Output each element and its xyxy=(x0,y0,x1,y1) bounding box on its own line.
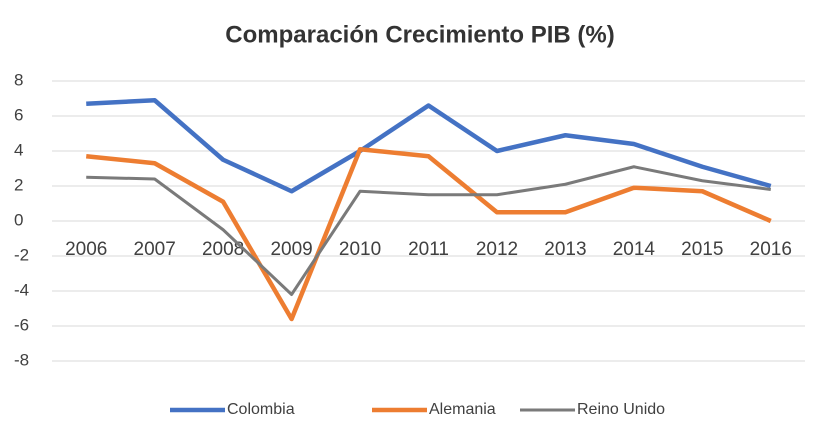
x-tick-label: 2016 xyxy=(750,239,792,260)
series-line xyxy=(86,98,772,194)
x-tick-label: 2008 xyxy=(202,239,244,260)
y-tick-label: 2 xyxy=(14,175,23,194)
x-tick-label: 2013 xyxy=(544,239,586,260)
y-tick-label: 8 xyxy=(14,70,23,89)
x-tick-label: 2012 xyxy=(476,239,518,260)
series-line xyxy=(86,165,771,296)
x-tick-label: 2010 xyxy=(339,239,381,260)
y-tick-label: 6 xyxy=(14,105,23,124)
y-tick-label: 0 xyxy=(14,210,23,229)
x-tick-label: 2006 xyxy=(65,239,107,260)
y-tick-label: -8 xyxy=(14,350,29,369)
y-tick-label: 4 xyxy=(14,140,23,159)
x-tick-label: 2009 xyxy=(270,239,312,260)
series-line xyxy=(85,147,772,322)
x-tick-label: 2011 xyxy=(408,239,449,260)
legend-label: Reino Unido xyxy=(577,401,665,418)
legend-label: Colombia xyxy=(227,401,295,418)
x-tick-label: 2014 xyxy=(613,239,656,260)
y-tick-label: -2 xyxy=(14,245,29,264)
chart-title: Comparación Crecimiento PIB (%) xyxy=(225,21,614,48)
y-tick-label: -4 xyxy=(14,280,29,299)
x-tick-label: 2015 xyxy=(681,239,723,260)
x-tick-label: 2007 xyxy=(134,239,176,260)
y-tick-label: -6 xyxy=(14,315,29,334)
legend-label: Alemania xyxy=(429,401,496,418)
